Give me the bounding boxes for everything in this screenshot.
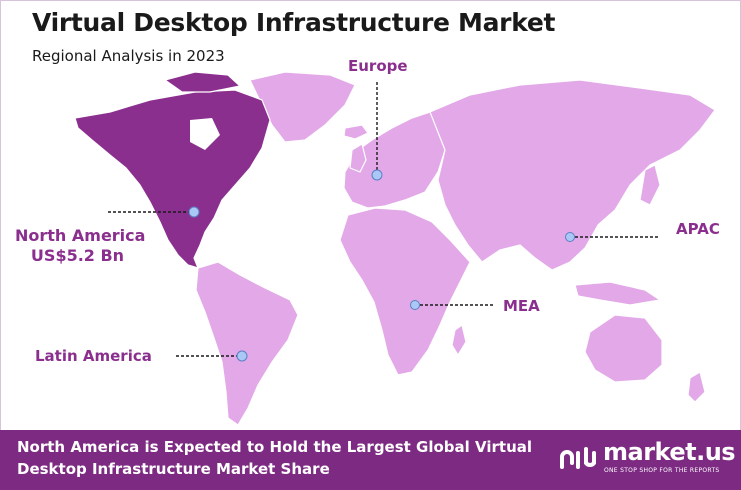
footer-headline-line1: North America is Expected to Hold the La… xyxy=(17,438,533,456)
sea-islands-shape xyxy=(574,281,661,306)
latin-america-shape xyxy=(195,261,299,426)
europe-shape xyxy=(343,111,449,209)
japan-shape xyxy=(639,164,661,206)
asia-shape xyxy=(429,79,716,271)
brand-name: market.us xyxy=(603,438,736,466)
page-subtitle: Regional Analysis in 2023 xyxy=(32,47,225,65)
apac-label: APAC xyxy=(676,220,720,238)
market-us-logo-icon xyxy=(560,447,596,469)
hudson-bay-shape xyxy=(190,118,220,150)
australia-shape xyxy=(584,314,663,383)
mea-marker xyxy=(410,300,420,310)
north-america-name: North America xyxy=(15,226,146,245)
new-zealand-shape xyxy=(687,371,706,403)
iceland-shape xyxy=(343,124,369,140)
north-america-marker xyxy=(188,206,200,218)
footer-headline-line2: Desktop Infrastructure Market Share xyxy=(17,460,330,478)
brand-tagline: ONE STOP SHOP FOR THE REPORTS xyxy=(604,467,720,474)
latin-america-marker xyxy=(236,350,248,362)
north-america-value: US$5.2 Bn xyxy=(30,246,125,265)
page-title: Virtual Desktop Infrastructure Market xyxy=(32,8,556,37)
north-america-label: North America US$5.2 Bn xyxy=(15,226,146,266)
apac-marker xyxy=(565,232,575,242)
europe-label: Europe xyxy=(348,57,408,75)
europe-marker xyxy=(371,169,383,181)
arctic-islands-shape xyxy=(164,71,241,93)
uk-shape xyxy=(349,143,367,173)
north-america-shape xyxy=(74,89,271,269)
madagascar-shape xyxy=(451,324,467,356)
footer-banner xyxy=(0,430,741,490)
latin-america-label: Latin America xyxy=(35,347,152,365)
africa-shape xyxy=(339,207,471,376)
mea-label: MEA xyxy=(503,297,540,315)
world-map xyxy=(74,71,716,426)
